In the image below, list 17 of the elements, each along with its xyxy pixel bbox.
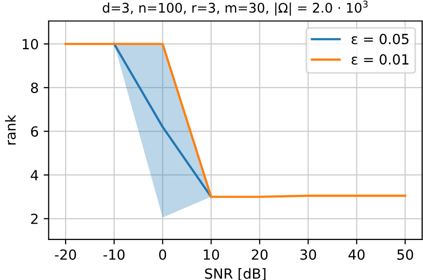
x-tick-label: 10 bbox=[204, 249, 220, 260]
x-tick-label: 20 bbox=[252, 249, 268, 260]
y-tick-label: 6 bbox=[31, 126, 38, 137]
x-tick-label: 40 bbox=[348, 249, 365, 260]
x-tick-label: 30 bbox=[300, 249, 316, 260]
legend-label: ε = 0.05 bbox=[352, 34, 408, 44]
x-tick-label: -20 bbox=[54, 249, 76, 260]
y-tick-label: 8 bbox=[31, 82, 38, 94]
y-axis-title: rank bbox=[5, 114, 16, 144]
y-tick-label: 4 bbox=[30, 170, 38, 180]
chart-title: d=3, n=100, r=3, m=30, |Ω| = 2.0 · 10$^{3}$ bbox=[102, 0, 368, 16]
y-tick-label: 2 bbox=[31, 214, 38, 224]
x-tick-label: 50 bbox=[397, 249, 414, 260]
x-tick-label: -10 bbox=[103, 249, 125, 260]
x-tick-label: 0 bbox=[159, 249, 166, 260]
y-tick-label: 10 bbox=[22, 38, 38, 50]
legend-label: ε = 0.01 bbox=[352, 54, 408, 65]
